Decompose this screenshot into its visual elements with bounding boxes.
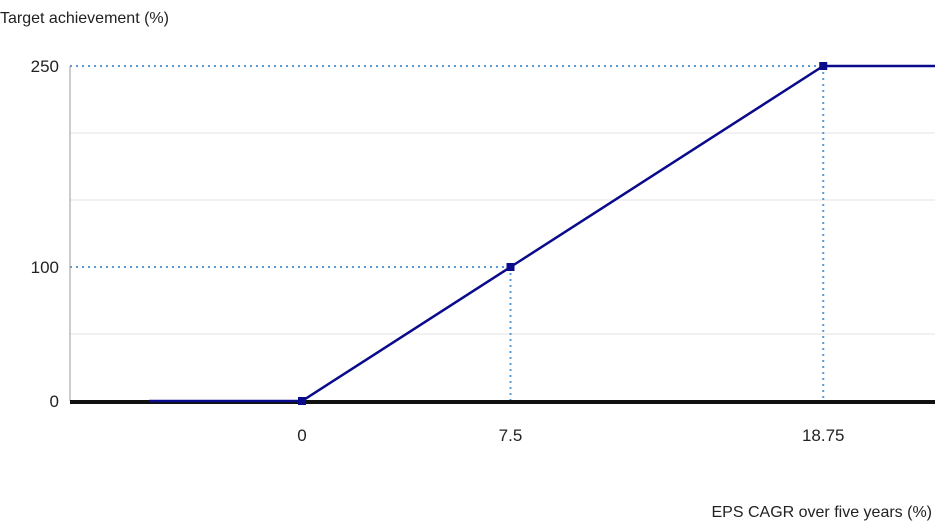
y-tick-label: 250 — [31, 57, 59, 76]
x-tick-label: 0 — [297, 426, 306, 445]
axes — [69, 66, 935, 404]
series-group — [149, 62, 935, 405]
gridlines — [70, 132, 935, 335]
x-tick-label: 18.75 — [802, 426, 845, 445]
reference-lines — [70, 65, 825, 401]
data-point-marker-1 — [506, 263, 515, 271]
y-axis-label: Target achievement (%) — [0, 10, 169, 27]
data-point-marker-0 — [298, 397, 306, 405]
x-axis-label: EPS CAGR over five years (%) — [712, 504, 933, 521]
y-tick-label: 0 — [50, 392, 59, 411]
y-tick-label: 100 — [31, 258, 59, 277]
series-line-0 — [149, 64, 935, 403]
tick-labels: 0 100 250 0 7.5 18.75 — [31, 57, 845, 445]
x-tick-label: 7.5 — [499, 426, 523, 445]
data-point-marker-2 — [819, 62, 828, 70]
